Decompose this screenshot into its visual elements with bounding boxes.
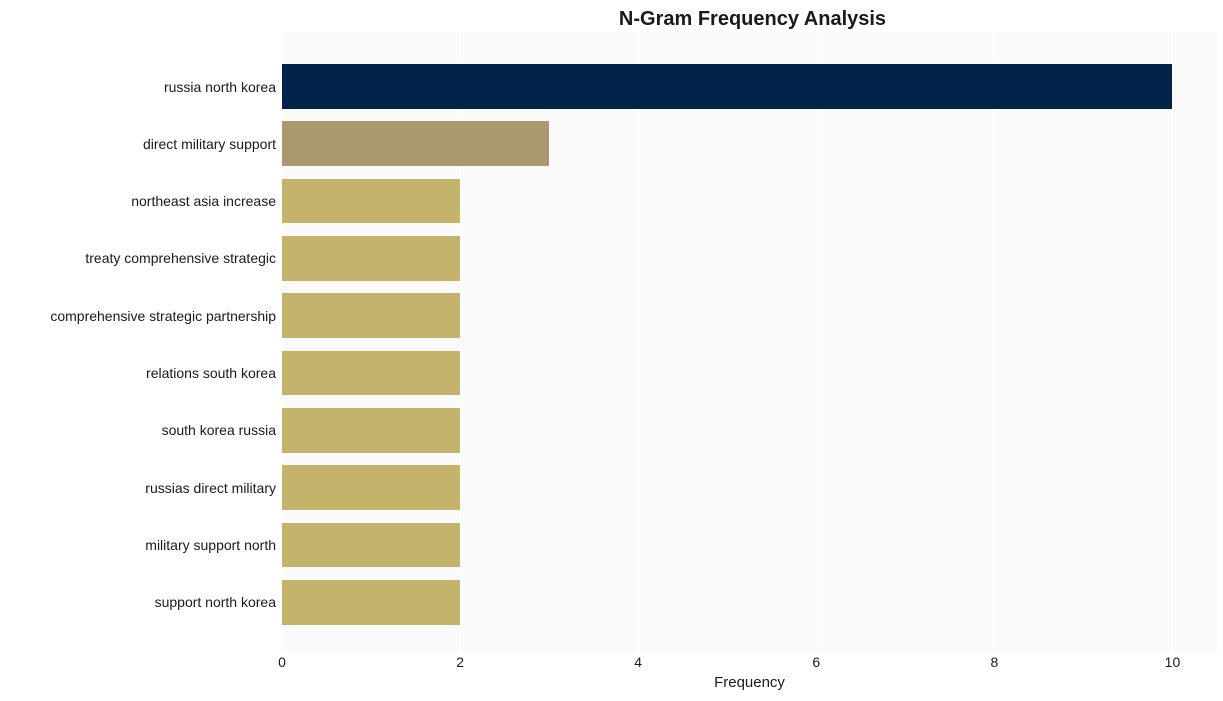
bar	[282, 121, 549, 166]
x-tick-label: 6	[812, 654, 820, 670]
bar	[282, 408, 460, 453]
bar	[282, 179, 460, 224]
bar	[282, 64, 1172, 109]
y-tick-label: support north korea	[0, 594, 276, 610]
bar	[282, 351, 460, 396]
grid-line	[816, 32, 817, 652]
bar	[282, 236, 460, 281]
grid-line	[638, 32, 639, 652]
grid-line	[994, 32, 995, 652]
y-tick-label: military support north	[0, 537, 276, 553]
plot-area	[282, 32, 1217, 652]
bar	[282, 293, 460, 338]
x-tick-label: 0	[278, 654, 286, 670]
x-tick-label: 8	[990, 654, 998, 670]
y-tick-label: relations south korea	[0, 365, 276, 381]
y-axis-labels: russia north korea direct military suppor…	[0, 32, 276, 652]
y-tick-label: comprehensive strategic partnership	[0, 308, 276, 324]
x-axis-title: Frequency	[282, 674, 1217, 691]
chart-title: N-Gram Frequency Analysis	[282, 8, 1223, 31]
y-tick-label: northeast asia increase	[0, 193, 276, 209]
ngram-frequency-chart: N-Gram Frequency Analysis russia north k…	[0, 0, 1223, 701]
y-tick-label: south korea russia	[0, 422, 276, 438]
y-tick-label: russias direct military	[0, 480, 276, 496]
x-tick-label: 4	[634, 654, 642, 670]
grid-line	[1172, 32, 1173, 652]
bar	[282, 523, 460, 568]
y-tick-label: direct military support	[0, 136, 276, 152]
x-tick-label: 2	[456, 654, 464, 670]
x-tick-label: 10	[1165, 654, 1181, 670]
y-tick-label: treaty comprehensive strategic	[0, 250, 276, 266]
y-tick-label: russia north korea	[0, 79, 276, 95]
bar	[282, 580, 460, 625]
bar	[282, 465, 460, 510]
